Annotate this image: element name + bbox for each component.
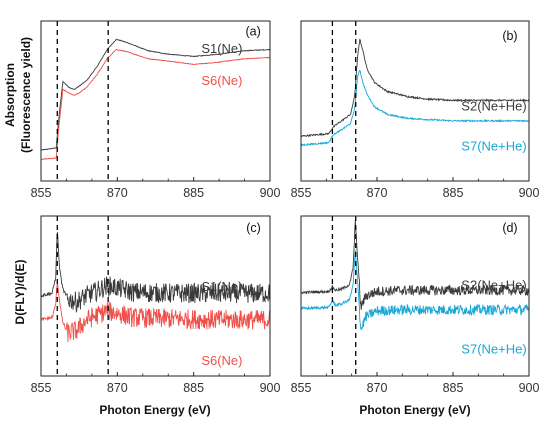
ylabel-top-line2: (Fluorescence yield) [19, 37, 33, 153]
x-tick-label: 855 [291, 381, 312, 395]
x-tick-label: 855 [31, 186, 52, 200]
x-tick-label: 870 [107, 381, 128, 395]
panel-tag-b: (b) [502, 29, 517, 43]
series-label-c-1: S1(Ne) [201, 279, 242, 294]
plot-frame-a [40, 20, 271, 182]
series-label-b-2: S7(Ne+He) [461, 139, 526, 154]
series-line-c-1 [40, 232, 271, 313]
series-line-b-2 [300, 69, 530, 147]
series-label-d-2: S7(Ne+He) [461, 342, 526, 357]
x-tick-label: 900 [519, 381, 540, 395]
x-tick-label: 900 [260, 381, 281, 395]
series-label-a-1: S1(Ne) [201, 41, 242, 56]
x-tick-label: 855 [291, 186, 312, 200]
series-line-d-1 [300, 220, 530, 310]
x-tick-label: 900 [260, 186, 281, 200]
series-line-c-2 [40, 282, 271, 343]
panel-tag-c: (c) [246, 221, 261, 235]
series-label-d-1: S2(Ne+He) [461, 278, 526, 293]
series-label-c-2: S6(Ne) [201, 353, 242, 368]
x-tick-label: 900 [519, 186, 540, 200]
x-tick-label: 855 [31, 381, 52, 395]
xlabel-right: Photon Energy (eV) [359, 403, 470, 417]
ylabel-top-line1: Absorption [3, 63, 17, 127]
x-tick-label: 885 [443, 381, 464, 395]
x-tick-label: 870 [367, 381, 388, 395]
series-line-a-1 [40, 38, 271, 151]
ylabel-bottom: D(FLY)/d(E) [13, 260, 27, 325]
series-label-a-2: S6(Ne) [201, 73, 242, 88]
xlabel-left: Photon Energy (eV) [99, 403, 210, 417]
x-tick-label: 885 [183, 186, 204, 200]
plot-frame-d [300, 215, 530, 377]
x-tick-label: 870 [107, 186, 128, 200]
panel-tag-a: (a) [246, 24, 261, 38]
series-line-b-1 [301, 38, 530, 138]
plot-frame-c [40, 215, 271, 377]
x-tick-label: 885 [443, 186, 464, 200]
series-label-b-1: S2(Ne+He) [461, 99, 526, 114]
x-tick-label: 870 [367, 186, 388, 200]
panel-tag-d: (d) [502, 221, 517, 235]
x-tick-label: 885 [183, 381, 204, 395]
series-line-a-2 [40, 48, 271, 160]
plot-frame-b [300, 20, 530, 182]
series-line-d-2 [300, 250, 530, 331]
